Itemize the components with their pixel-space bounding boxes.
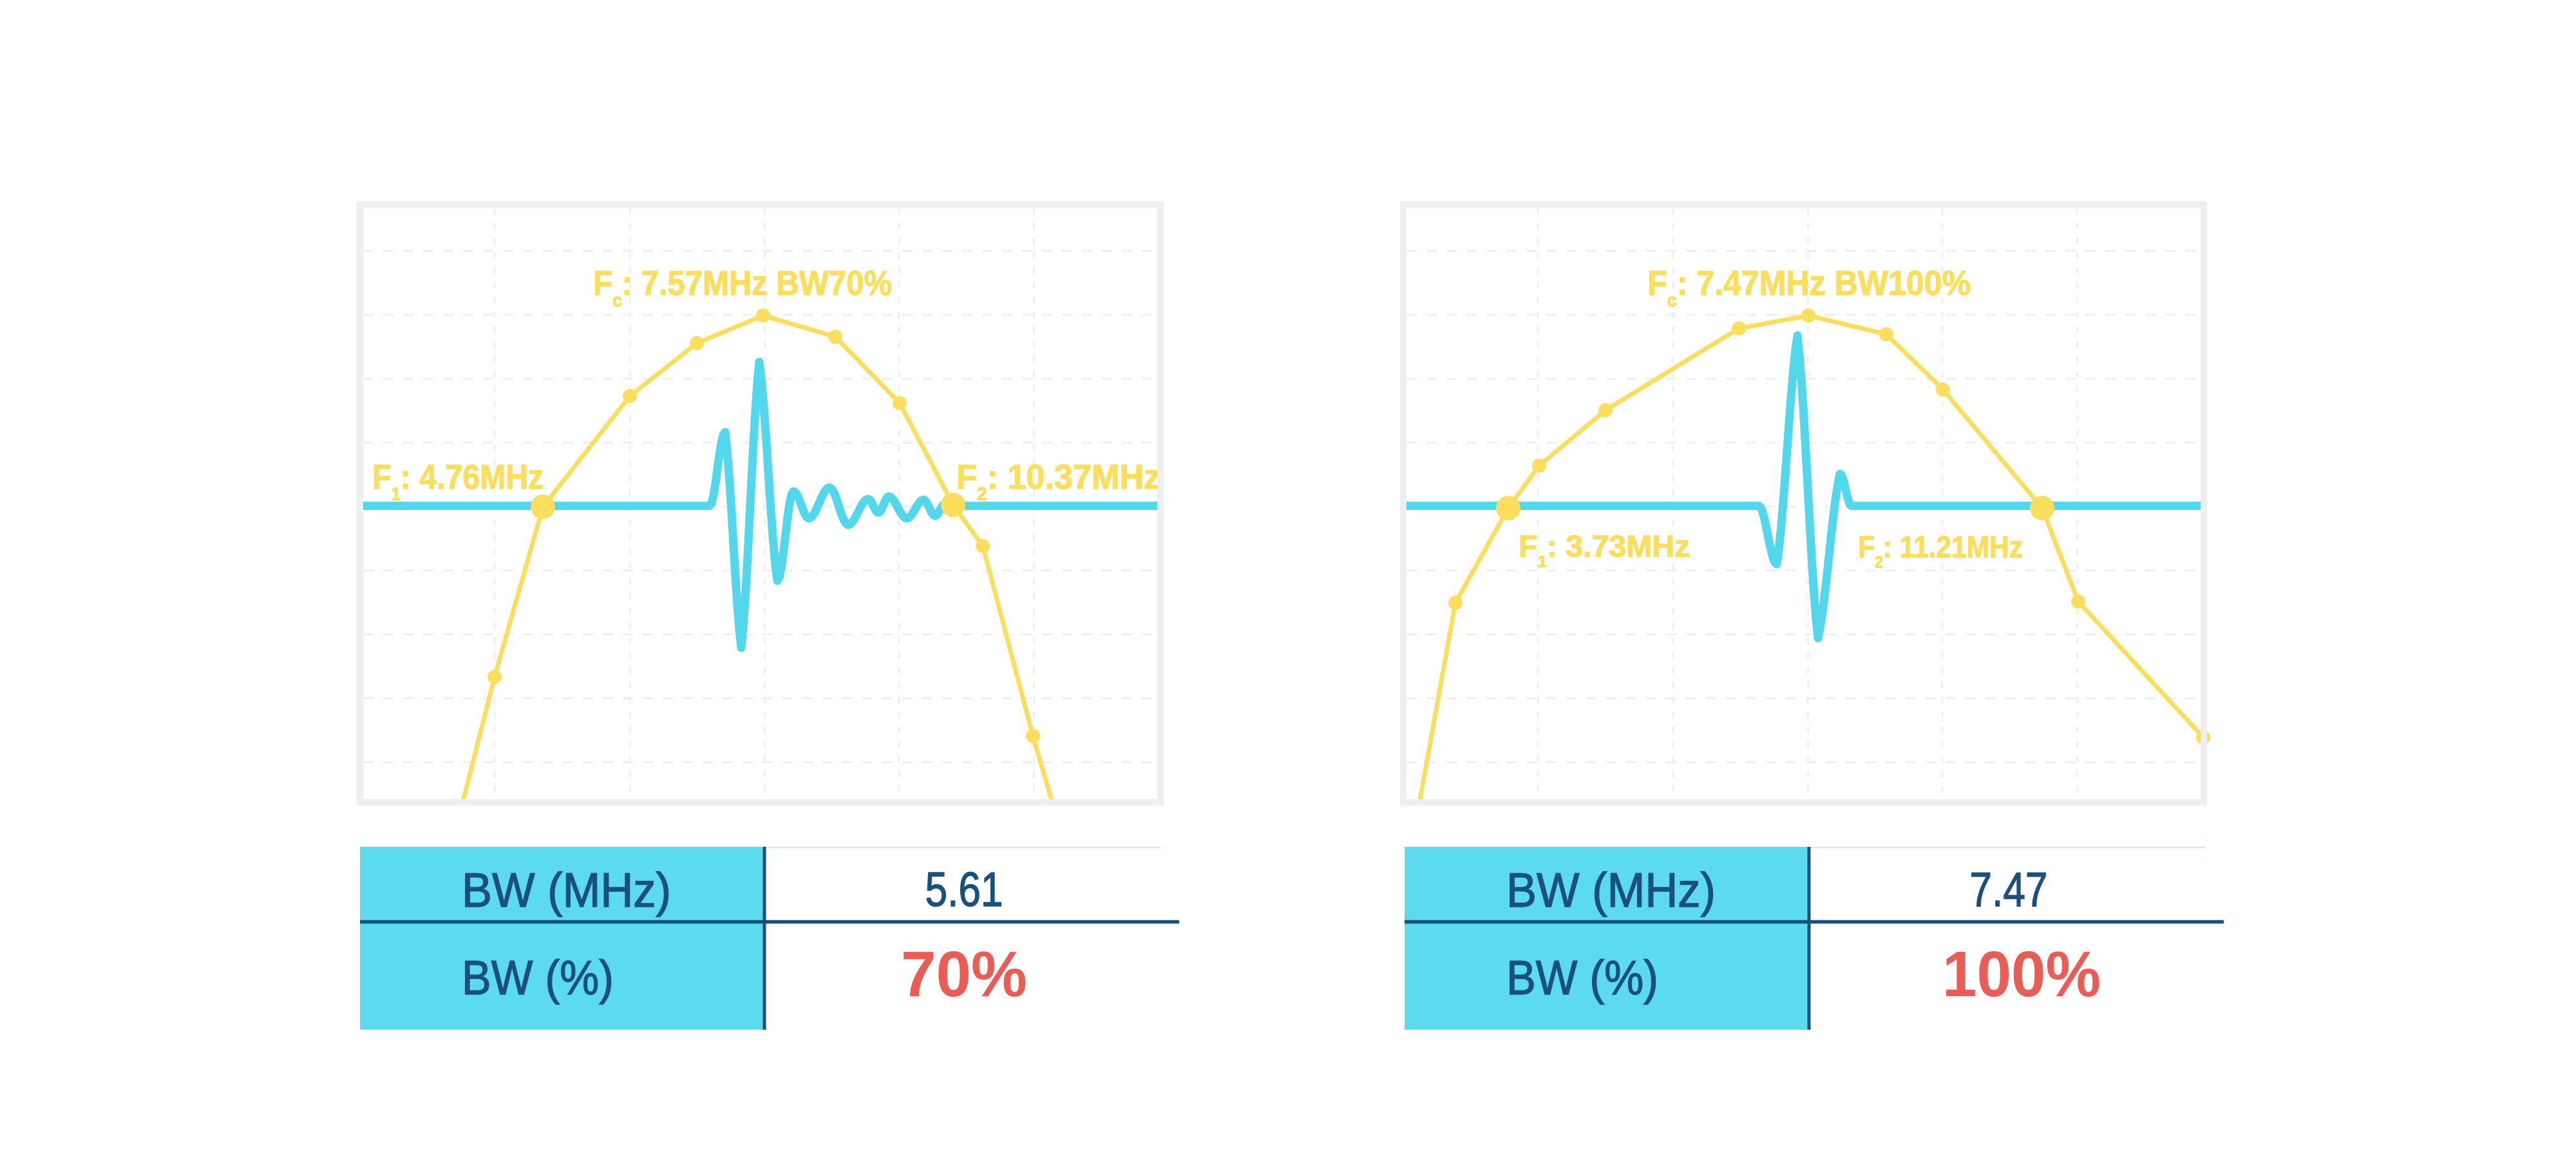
svg-text:7.47: 7.47 <box>1970 862 2048 916</box>
svg-text:BW (MHz): BW (MHz) <box>462 863 671 917</box>
svg-text:BW (%): BW (%) <box>1506 951 1658 1005</box>
svg-text:100%: 100% <box>1942 938 2101 1010</box>
svg-text:5.61: 5.61 <box>925 862 1003 916</box>
svg-text:BW (%): BW (%) <box>462 951 614 1005</box>
svg-text:BW (MHz): BW (MHz) <box>1506 863 1716 917</box>
svg-text:70%: 70% <box>901 938 1027 1010</box>
